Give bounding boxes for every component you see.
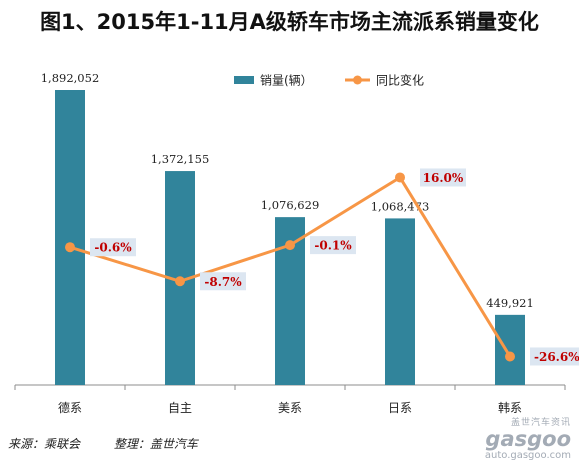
yoy-value-label: -26.6% xyxy=(534,350,579,364)
yoy-label-bg xyxy=(90,238,136,257)
watermark-url: auto.gasgoo.com xyxy=(484,450,571,461)
legend-swatch-sales xyxy=(234,76,254,84)
bar-value-label: 1,892,052 xyxy=(41,71,100,85)
yoy-value-label: 16.0% xyxy=(423,171,464,185)
yoy-point xyxy=(505,351,515,362)
yoy-point xyxy=(175,276,185,287)
gasgoo-watermark: 盖世汽车资讯 gasgoo auto.gasgoo.com xyxy=(485,418,571,461)
bar xyxy=(55,90,85,385)
x-tick-label: 德系 xyxy=(58,400,82,415)
x-tick-label: 自主 xyxy=(168,401,192,415)
yoy-label-bg xyxy=(310,236,356,255)
bar-value-label: 1,076,629 xyxy=(261,198,320,212)
editor-note: 整理：盖世汽车 xyxy=(113,437,198,451)
watermark-brand-cn: 盖世汽车资讯 xyxy=(510,418,571,428)
x-tick-label: 美系 xyxy=(278,401,302,415)
legend-marker-yoy xyxy=(353,75,362,85)
legend-label-sales: 销量(辆） xyxy=(260,74,313,88)
chart-title: 图1、2015年1-11月A级轿车市场主流派系销量变化 xyxy=(40,10,539,34)
watermark-brand: gasgoo xyxy=(485,427,571,451)
legend-label-yoy: 同比变化 xyxy=(376,73,424,88)
yoy-value-label: -8.7% xyxy=(204,275,242,289)
yoy-point xyxy=(285,240,295,251)
yoy-point xyxy=(395,172,405,183)
yoy-label-bg xyxy=(530,347,579,366)
yoy-label-bg xyxy=(200,272,246,291)
yoy-value-label: -0.6% xyxy=(94,241,132,255)
chart-footer: 来源：乘联会 整理：盖世汽车 xyxy=(8,435,228,452)
source-note: 来源：乘联会 xyxy=(8,437,81,451)
bar xyxy=(495,314,525,385)
x-tick-label: 韩系 xyxy=(498,400,522,415)
bar-value-label: 1,372,155 xyxy=(151,152,210,166)
yoy-label-bg xyxy=(420,168,466,187)
x-tick-label: 日系 xyxy=(388,401,412,415)
yoy-point xyxy=(65,242,75,253)
bar-value-label: 449,921 xyxy=(486,296,534,310)
yoy-value-label: -0.1% xyxy=(314,239,352,253)
bar xyxy=(385,218,415,385)
